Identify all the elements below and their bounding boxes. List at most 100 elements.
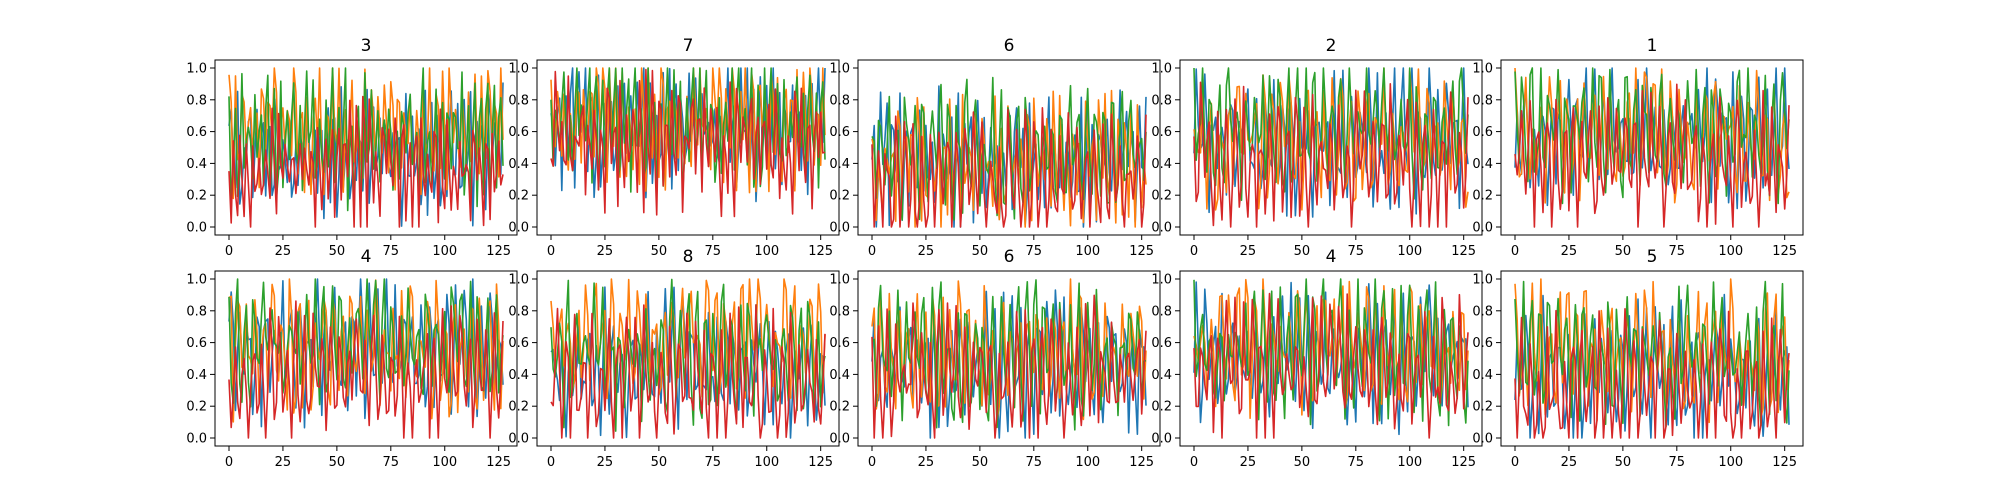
y-tick-label: 0.0	[1472, 221, 1493, 236]
x-tick-label: 50	[972, 244, 989, 259]
series-line-3	[871, 76, 1147, 221]
x-tick-label: 100	[1718, 455, 1743, 470]
series-line-3	[1514, 280, 1790, 428]
x-tick-label: 100	[1397, 455, 1422, 470]
y-tick-label: 1.0	[508, 62, 529, 77]
x-tick-label: 0	[1511, 244, 1519, 259]
x-tick-label: 50	[1615, 244, 1632, 259]
x-tick-label: 75	[1669, 244, 1686, 259]
y-tick-label: 0.4	[508, 368, 529, 383]
y-tick-label: 1.0	[186, 62, 207, 77]
axes-frame	[214, 270, 518, 447]
y-tick-label: 0.2	[1472, 189, 1493, 204]
subplot-4: 2 0 25 50 75 100 125 0.0 0.2 0.4 0.6 0.8 1.0	[1151, 36, 1483, 259]
y-tick-label: 0.6	[829, 336, 850, 351]
axes-frame	[1179, 270, 1483, 447]
y-tick-label: 1.0	[1472, 273, 1493, 288]
y-tick-label: 0.6	[186, 125, 207, 140]
x-tick-label: 100	[1075, 244, 1100, 259]
y-tick-label: 0.6	[1472, 336, 1493, 351]
x-tick-label: 75	[705, 455, 722, 470]
axes-frame	[536, 59, 840, 236]
x-tick-label: 25	[918, 455, 935, 470]
x-tick-label: 75	[1026, 244, 1043, 259]
x-tick-label: 0	[868, 455, 876, 470]
y-tick-label: 0.2	[1151, 189, 1172, 204]
x-tick-label: 25	[1561, 244, 1578, 259]
subplot-title: 4	[1326, 247, 1337, 267]
x-tick-label: 100	[432, 455, 457, 470]
y-tick-label: 0.0	[508, 221, 529, 236]
x-tick-label: 125	[1772, 455, 1797, 470]
y-tick-label: 0.8	[829, 304, 850, 319]
x-tick-label: 0	[225, 455, 233, 470]
y-tick-label: 0.2	[186, 400, 207, 415]
series-line-3	[550, 278, 826, 432]
y-tick-label: 0.0	[508, 432, 529, 447]
subplot-title: 4	[361, 247, 372, 267]
y-tick-label: 0.4	[829, 157, 850, 172]
subplot-title: 8	[683, 247, 694, 267]
subplot-8: 6 0 25 50 75 100 125 0.0 0.2 0.4 0.6 0.8 1.0	[829, 247, 1161, 470]
y-tick-label: 0.6	[1472, 125, 1493, 140]
y-tick-label: 0.8	[508, 304, 529, 319]
y-tick-label: 1.0	[186, 273, 207, 288]
x-tick-label: 75	[383, 244, 400, 259]
axes-frame	[1179, 59, 1483, 236]
subplot-title: 2	[1326, 36, 1337, 56]
x-tick-label: 25	[275, 455, 292, 470]
subplot-5: 1 0 25 50 75 100 125 0.0 0.2 0.4 0.6 0.8 1.0	[1472, 36, 1804, 259]
y-tick-label: 1.0	[829, 273, 850, 288]
axes-frame	[857, 59, 1161, 236]
x-tick-label: 75	[705, 244, 722, 259]
subplot-1: 3 0 25 50 75 100 125 0.0 0.2 0.4 0.6 0.8 1.0	[186, 36, 518, 259]
subplot-2: 7 0 25 50 75 100 125 0.0 0.2 0.4 0.6 0.8 1.0	[508, 36, 840, 259]
x-tick-label: 125	[808, 455, 833, 470]
y-tick-label: 0.4	[186, 157, 207, 172]
subplot-title: 1	[1647, 36, 1658, 56]
x-tick-label: 125	[1129, 244, 1154, 259]
subplot-title: 6	[1004, 36, 1015, 56]
axes-frame	[214, 59, 518, 236]
y-tick-label: 0.4	[508, 157, 529, 172]
series-line-4	[1193, 292, 1469, 439]
axes-frame	[536, 270, 840, 447]
subplot-6: 4 0 25 50 75 100 125 0.0 0.2 0.4 0.6 0.8 1.0	[186, 247, 518, 470]
x-tick-label: 50	[651, 244, 668, 259]
y-tick-label: 0.0	[186, 221, 207, 236]
y-tick-label: 0.2	[829, 400, 850, 415]
y-tick-label: 0.0	[1472, 432, 1493, 447]
subplot-title: 5	[1647, 247, 1658, 267]
x-tick-label: 75	[1026, 455, 1043, 470]
series-line-4	[1514, 83, 1790, 228]
axes-frame	[1500, 270, 1804, 447]
x-tick-label: 0	[1190, 244, 1198, 259]
series-line-4	[228, 95, 504, 228]
y-tick-label: 0.8	[829, 93, 850, 108]
y-tick-label: 0.4	[1151, 368, 1172, 383]
x-tick-label: 0	[547, 455, 555, 470]
x-tick-label: 50	[651, 455, 668, 470]
series-line-3	[228, 67, 504, 213]
x-tick-label: 125	[1451, 455, 1476, 470]
y-tick-label: 0.2	[829, 189, 850, 204]
x-tick-label: 25	[275, 244, 292, 259]
y-tick-label: 1.0	[1151, 273, 1172, 288]
y-tick-label: 0.2	[1472, 400, 1493, 415]
y-tick-label: 0.0	[1151, 432, 1172, 447]
series-line-3	[228, 278, 504, 408]
x-tick-label: 25	[597, 244, 614, 259]
series-line-1	[1193, 281, 1469, 436]
y-tick-label: 0.8	[186, 93, 207, 108]
y-tick-label: 0.8	[508, 93, 529, 108]
series-line-4	[228, 300, 504, 439]
x-tick-label: 125	[1129, 455, 1154, 470]
x-tick-label: 50	[329, 455, 346, 470]
y-tick-label: 0.6	[508, 336, 529, 351]
x-tick-label: 75	[1669, 455, 1686, 470]
subplot-7: 8 0 25 50 75 100 125 0.0 0.2 0.4 0.6 0.8 1.0	[508, 247, 840, 470]
x-tick-label: 25	[918, 244, 935, 259]
x-tick-label: 0	[225, 244, 233, 259]
x-tick-label: 125	[486, 244, 511, 259]
